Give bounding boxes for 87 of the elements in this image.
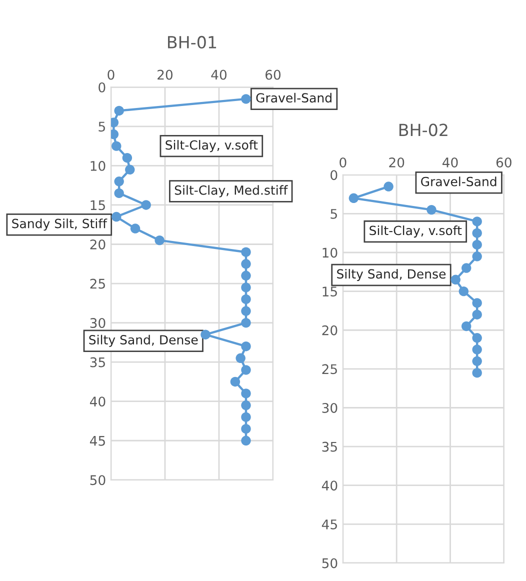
y-tick-label: 10 — [90, 160, 106, 171]
point — [241, 400, 251, 410]
point — [472, 228, 482, 238]
y-tick-label: 45 — [322, 520, 337, 530]
point — [472, 216, 482, 226]
point — [241, 270, 251, 281]
x-tick-label: 60 — [266, 70, 281, 80]
y-tick-label: 50 — [322, 558, 338, 568]
point — [241, 294, 251, 304]
point — [348, 193, 359, 204]
point — [241, 259, 251, 269]
point — [141, 200, 151, 210]
annotation: Silt-Clay, Med.stiff — [174, 185, 288, 198]
y-tick-label: 5 — [330, 209, 337, 219]
point — [241, 342, 251, 352]
point — [241, 94, 251, 104]
point — [472, 240, 482, 250]
annotation: Silty Sand, Dense — [89, 334, 198, 347]
y-tick-label: 5 — [98, 122, 105, 132]
point — [241, 388, 251, 398]
point — [241, 247, 251, 257]
point — [472, 252, 482, 262]
annotation: Gravel-Sand — [421, 176, 496, 186]
point — [461, 321, 472, 332]
point — [241, 365, 251, 375]
y-tick-label: 35 — [90, 357, 105, 368]
point — [450, 274, 460, 285]
point — [241, 282, 251, 292]
y-tick-label: 50 — [90, 475, 106, 486]
y-tick-label: 20 — [322, 325, 338, 336]
point — [114, 176, 124, 186]
point — [461, 263, 472, 273]
y-tick-label: 0 — [98, 82, 106, 92]
x-tick-label: 20 — [158, 70, 173, 80]
y-tick-label: 40 — [322, 480, 338, 491]
point — [230, 376, 240, 387]
x-tick-label: 40 — [442, 157, 458, 168]
chart-title: BH-01 — [168, 36, 216, 48]
y-tick-label: 35 — [322, 442, 337, 452]
point — [472, 344, 482, 354]
text: Sandy Silt, Stiff — [12, 218, 108, 231]
y-tick-label: 45 — [90, 436, 105, 446]
point — [472, 333, 482, 343]
annotation: Silt-Clay, v.soft — [370, 225, 462, 238]
point — [241, 436, 251, 446]
x-tick-label: 0 — [340, 157, 346, 168]
point — [472, 368, 482, 378]
point — [458, 286, 469, 296]
x-tick-label: 60 — [496, 157, 512, 168]
point — [112, 141, 122, 151]
point — [384, 182, 394, 192]
y-tick-label: 25 — [90, 278, 105, 289]
point — [241, 424, 251, 434]
y-tick-label: 10 — [322, 248, 338, 258]
y-tick-label: 30 — [322, 402, 338, 413]
point — [426, 204, 436, 215]
point — [236, 353, 246, 364]
point — [472, 310, 482, 320]
annotation: Silt-Clay, v.soft — [166, 140, 258, 152]
point — [241, 318, 251, 328]
x-tick-label: 0 — [108, 70, 114, 80]
point — [241, 412, 251, 422]
y-tick-label: 15 — [322, 286, 337, 297]
point — [200, 330, 210, 340]
annotation: Silty Sand, Dense — [337, 268, 446, 282]
chart-title: BH-02 — [399, 124, 448, 136]
point — [110, 118, 119, 128]
y-tick-label: 25 — [322, 364, 337, 374]
y-tick-label: 30 — [90, 318, 106, 328]
point — [154, 235, 164, 246]
point — [114, 188, 124, 198]
annotation: Gravel-Sand — [256, 92, 332, 103]
x-tick-label: 20 — [389, 157, 404, 168]
point — [110, 129, 119, 140]
point — [122, 152, 132, 163]
y-tick-label: 20 — [90, 239, 106, 250]
point — [112, 212, 122, 222]
point — [130, 224, 140, 234]
point — [472, 298, 482, 308]
point — [241, 306, 251, 316]
y-tick-label: 15 — [90, 200, 105, 210]
point — [114, 106, 124, 116]
point — [472, 356, 482, 366]
x-tick-label: 40 — [211, 70, 227, 80]
point — [125, 164, 135, 174]
y-tick-label: 40 — [90, 396, 106, 407]
y-tick-label: 0 — [330, 170, 338, 180]
